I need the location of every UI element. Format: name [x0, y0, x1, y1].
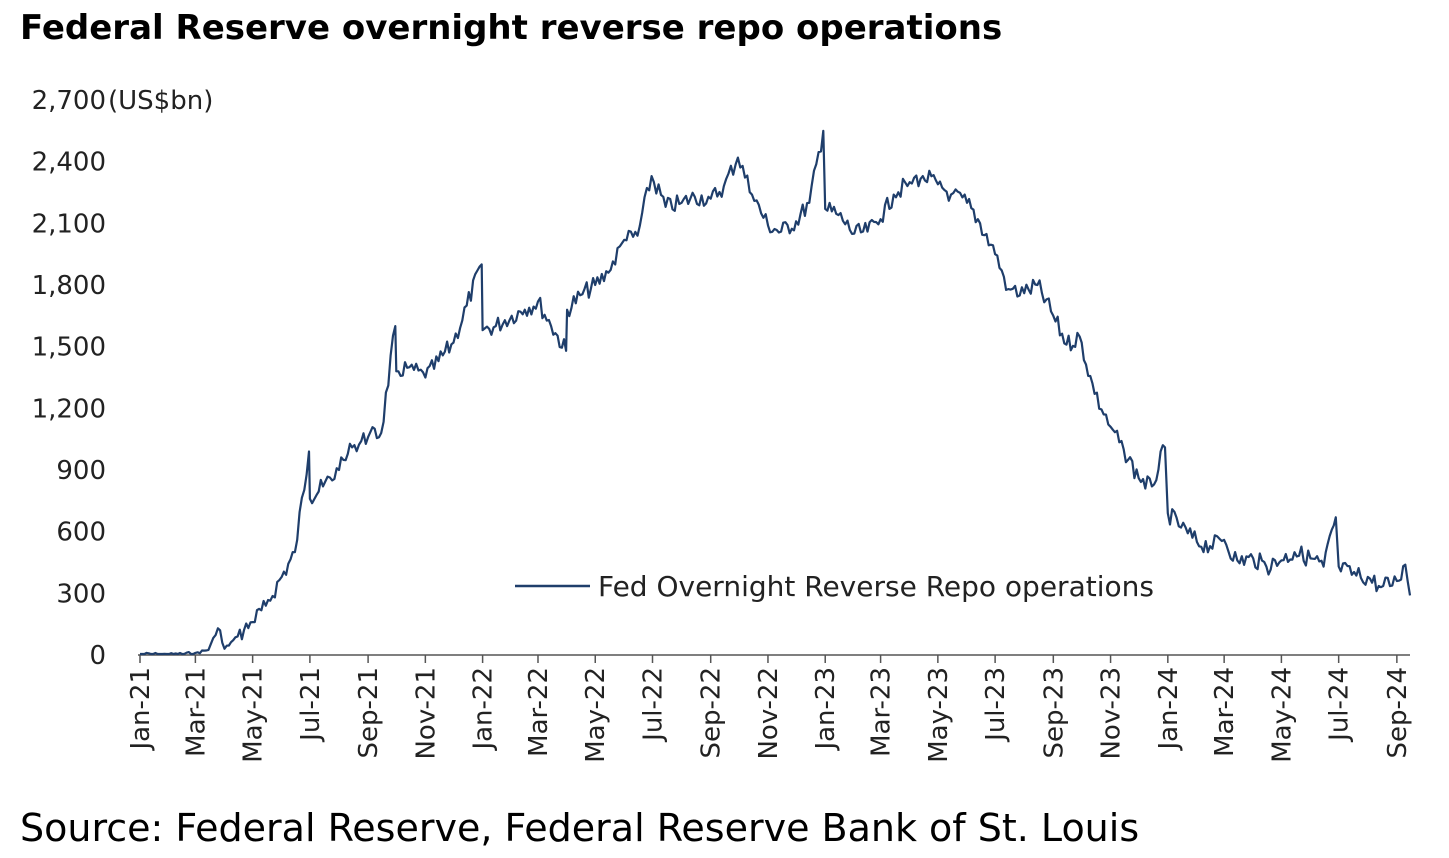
y-tick-label: 1,200: [32, 394, 106, 424]
x-tick-label: Jul-23: [981, 667, 1011, 743]
x-tick-label: Sep-21: [354, 667, 384, 758]
x-tick-label: Jan-21: [126, 667, 156, 752]
x-tick-label: Nov-21: [411, 667, 441, 760]
x-tick-label: Nov-23: [1097, 667, 1127, 760]
x-tick-label: Mar-23: [867, 667, 897, 757]
x-axis: Jan-21 Mar-21 May-21 Jul-21 Sep-21 Nov-21 Jan-…: [126, 654, 1413, 763]
series-group: [140, 129, 1412, 656]
source-note: Source: Federal Reserve, Federal Reserve…: [20, 806, 1140, 850]
y-tick-label: 900: [56, 456, 106, 486]
x-tick-label: Mar-22: [524, 667, 554, 757]
y-tick-label: 1,500: [32, 333, 106, 363]
x-tick-label: Sep-24: [1383, 667, 1413, 758]
y-tick-label: 300: [56, 579, 106, 609]
x-tick-label: May-24: [1267, 667, 1297, 763]
legend-label: Fed Overnight Reverse Repo operations: [598, 570, 1154, 603]
x-tick-label: Jul-24: [1325, 667, 1355, 743]
x-tick-label: May-21: [239, 667, 269, 763]
x-tick-label: Sep-23: [1039, 667, 1069, 758]
x-tick-label: May-23: [924, 667, 954, 763]
x-tick-label: Mar-24: [1210, 667, 1240, 757]
y-axis: 0 300 600 900 1,200 1,500 1,800 2,100 2,400 2,700: [32, 86, 106, 671]
y-tick-label: 2,400: [32, 148, 106, 178]
y-tick-label: 2,700: [32, 86, 106, 116]
y-axis-unit-label: (US$bn): [108, 86, 213, 116]
x-tick-label: Jan-24: [1154, 667, 1184, 752]
x-tick-label: Nov-22: [754, 667, 784, 760]
series-line: [140, 129, 1412, 656]
legend: Fed Overnight Reverse Repo operations: [515, 570, 1154, 603]
y-tick-label: 1,800: [32, 271, 106, 301]
y-tick-label: 0: [89, 641, 106, 671]
x-tick-label: Jan-23: [811, 667, 841, 752]
chart-title: Federal Reserve overnight reverse repo o…: [20, 8, 1003, 48]
y-tick-label: 600: [56, 518, 106, 548]
x-tick-label: Jul-22: [639, 667, 669, 743]
x-tick-label: Jul-21: [296, 667, 326, 743]
x-tick-label: May-22: [581, 667, 611, 763]
y-tick-label: 2,100: [32, 209, 106, 239]
x-tick-label: Jan-22: [469, 667, 499, 752]
x-tick-label: Sep-22: [697, 667, 727, 758]
x-tick-label: Mar-21: [181, 667, 211, 757]
